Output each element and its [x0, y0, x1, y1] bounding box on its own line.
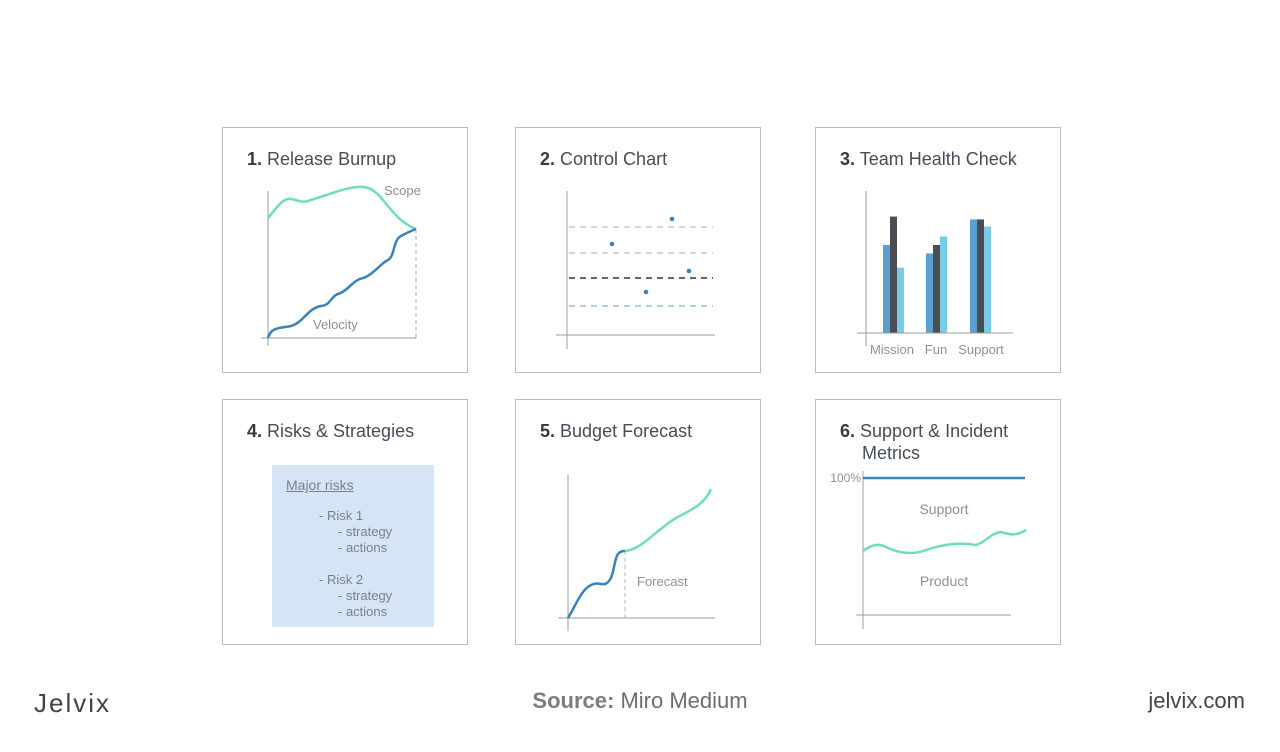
- risk-actions: - actions: [338, 604, 388, 619]
- bar-fun-0: [926, 253, 933, 333]
- data-point: [686, 268, 692, 274]
- card-title: 2. Control Chart: [540, 149, 668, 169]
- team-health-chart: Mission Fun Support: [857, 191, 1013, 357]
- risks-heading: Major risks: [286, 477, 354, 493]
- bar-mission-1: [890, 216, 897, 333]
- velocity-label: Velocity: [313, 317, 358, 332]
- velocity-line: [266, 227, 417, 339]
- product-label: Product: [920, 573, 968, 589]
- bar-support-0: [970, 219, 977, 333]
- card-risks-strategies: 4. Risks & Strategies Major risks - Risk…: [222, 399, 468, 645]
- jelvix-logo: Jelvix: [34, 688, 112, 718]
- bar-support-1: [977, 219, 984, 333]
- data-point: [669, 216, 675, 222]
- scope-label: Scope: [384, 183, 421, 198]
- risk-actions: - actions: [338, 540, 388, 555]
- card-title: 5. Budget Forecast: [540, 421, 693, 441]
- control-chart: [556, 191, 715, 349]
- budget-chart: Forecast: [558, 475, 715, 631]
- card-title: 3. Team Health Check: [840, 149, 1017, 169]
- scope-line: [267, 185, 417, 231]
- bar-fun-1: [933, 244, 940, 333]
- bar-fun-2: [940, 236, 947, 333]
- data-point: [609, 241, 615, 247]
- bar-mission-0: [883, 244, 890, 333]
- tick-label-mission: Mission: [870, 342, 914, 357]
- risk-item: - Risk 1: [319, 508, 364, 523]
- risks-box: Major risks - Risk 1 - strategy - action…: [272, 465, 434, 627]
- card-release-burnup: 1. Release Burnup Scope Velocity: [222, 127, 468, 373]
- product-line: [862, 528, 1027, 555]
- card-title: 1. Release Burnup: [247, 149, 397, 169]
- card-control-chart: 2. Control Chart: [515, 127, 761, 373]
- card-title: 4. Risks & Strategies: [247, 421, 415, 441]
- support-label: Support: [919, 501, 968, 517]
- card-budget-forecast: 5. Budget Forecast Forecast: [515, 399, 761, 645]
- forecast-label: Forecast: [637, 574, 688, 589]
- tick-label-support: Support: [958, 342, 1004, 357]
- card-support-incident-metrics: 6. Support & Incident Metrics 100% Suppor…: [815, 399, 1061, 645]
- actual-line: [566, 549, 626, 619]
- data-point: [643, 289, 649, 295]
- source-credit: Source: Miro Medium: [532, 688, 748, 713]
- max-label: 100%: [830, 471, 861, 485]
- burnup-chart: Scope Velocity: [261, 183, 421, 346]
- support-metrics-chart: 100% Support Product: [830, 471, 1027, 629]
- bar-mission-2: [897, 267, 904, 333]
- risk-strategy: - strategy: [338, 524, 393, 539]
- forecast-line: [624, 488, 713, 553]
- site-url[interactable]: jelvix.com: [1148, 688, 1245, 713]
- tick-label-fun: Fun: [925, 342, 947, 357]
- card-title: 6. Support & Incident Metrics: [840, 421, 1009, 463]
- risk-strategy: - strategy: [338, 588, 393, 603]
- risk-item: - Risk 2: [319, 572, 364, 587]
- bar-support-2: [984, 226, 991, 333]
- card-team-health-check: 3. Team Health Check Mission Fun Support: [815, 127, 1061, 373]
